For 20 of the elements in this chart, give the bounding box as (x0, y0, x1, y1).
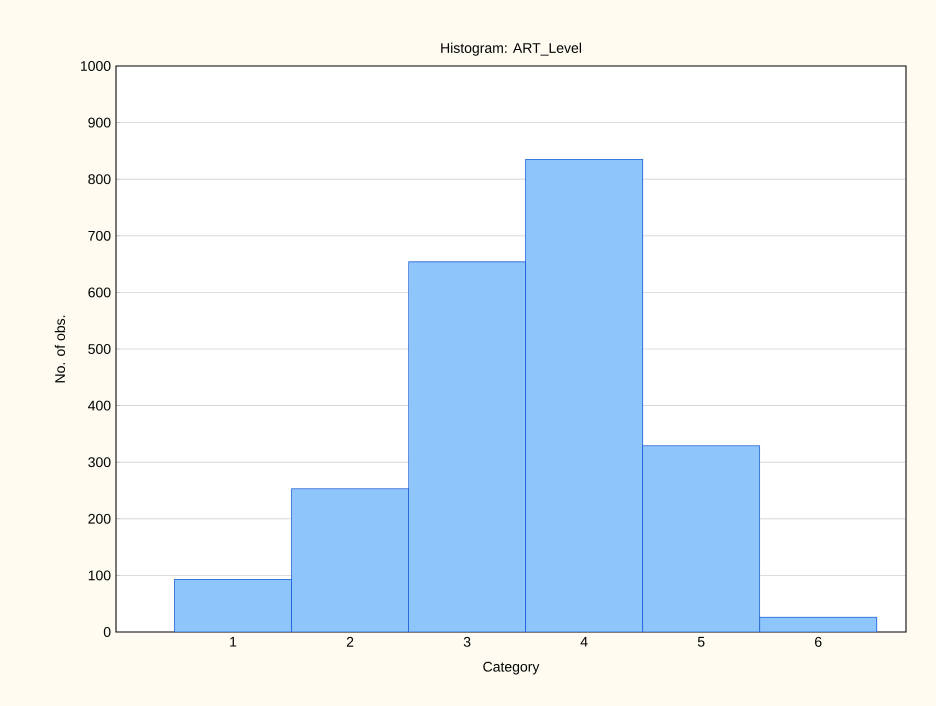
y-tick-label: 300 (88, 457, 111, 468)
y-tick-label: 200 (88, 514, 111, 524)
x-axis-title: Category (483, 662, 540, 674)
y-tick-label: 100 (88, 570, 111, 580)
x-tick-label: 3 (464, 636, 470, 647)
y-tick-label: 400 (88, 400, 111, 411)
y-tick-label: 700 (88, 230, 111, 241)
y-tick-label: 900 (88, 118, 111, 128)
y-tick-label: 600 (88, 287, 111, 298)
x-tick-label: 1 (230, 636, 236, 647)
y-axis-title: No. of obs. (54, 316, 66, 382)
y-tick-label: 0 (104, 627, 111, 637)
x-tick-label: 6 (815, 636, 822, 647)
x-tick-label: 2 (346, 636, 354, 647)
y-tick-label: 500 (88, 344, 111, 354)
chart-title: Histogram: ART_Level (441, 42, 581, 56)
x-tick-label: 4 (580, 636, 588, 647)
x-tick-label: 5 (698, 636, 704, 647)
y-tick-label: 800 (88, 174, 111, 184)
y-tick-label: 1000 (80, 61, 111, 71)
